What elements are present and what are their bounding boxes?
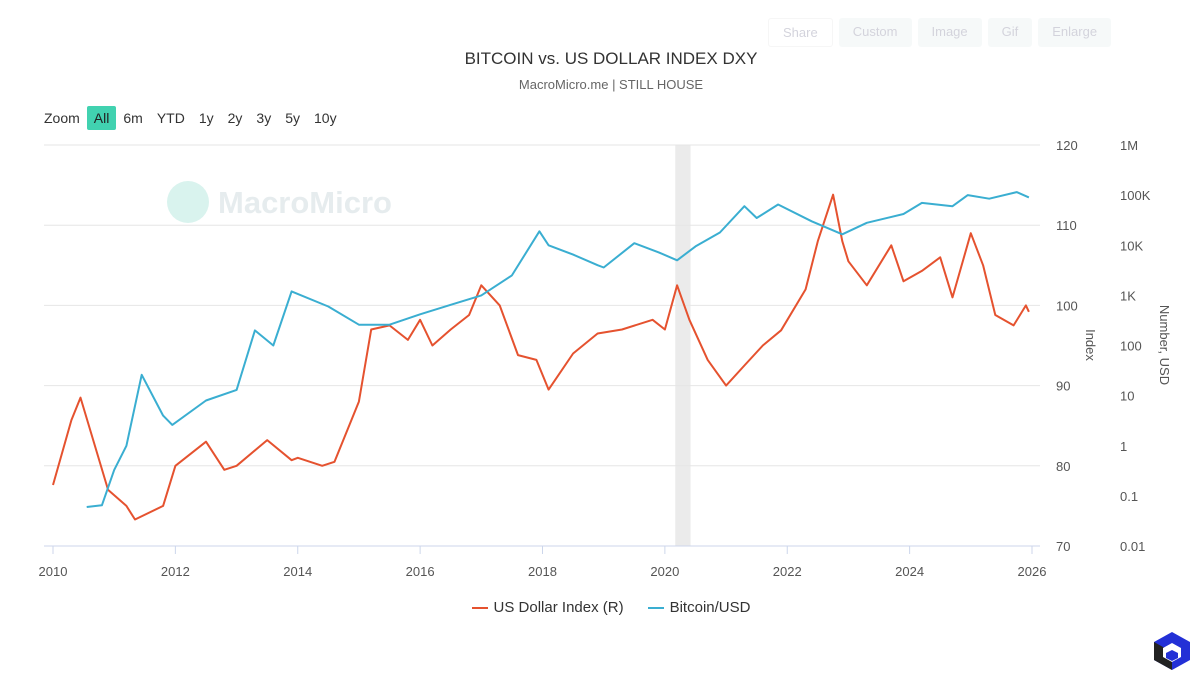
brand-logo-icon [1154,632,1190,670]
x-tick-label: 2018 [528,564,557,579]
legend-item-dxy[interactable]: US Dollar Index (R) [471,599,624,616]
y-left-tick-label: 90 [1056,379,1070,394]
zoom-1y-button[interactable]: 1y [198,110,214,126]
y-right-tick-label: 100K [1120,188,1151,203]
zoom-ytd-button[interactable]: YTD [156,110,185,126]
zoom-10y-button[interactable]: 10y [314,110,337,126]
x-tick-label: 2016 [406,564,435,579]
zoom-5y-button[interactable]: 5y [285,110,300,126]
zoom-6m-button[interactable]: 6m [123,110,143,126]
chart-title: BITCOIN vs. US DOLLAR INDEX DXY [464,49,758,68]
y-right-tick-label: 10 [1120,389,1134,404]
chart-subtitle: MacroMicro.me | STILL HOUSE [518,77,704,92]
x-tick-label: 2024 [895,564,924,579]
series-line-bitcoin [86,191,1030,508]
chart-plot: MacroMicro7080901001101200.010.11101001K… [39,138,1172,579]
watermark-text: MacroMicro [218,185,392,220]
y-left-tick-label: 70 [1056,539,1070,554]
recession-band [675,145,691,546]
chart-toolbar: Share Custom Image Gif Enlarge [768,18,1112,47]
x-tick-label: 2014 [283,564,312,579]
zoom-2y-button[interactable]: 2y [227,110,243,126]
y-right-tick-label: 1K [1120,288,1136,303]
zoom-label: Zoom [44,110,80,126]
y-left-tick-label: 80 [1056,459,1070,474]
y-left-tick-label: 100 [1056,298,1078,313]
y-left-axis-title: Index [1083,329,1098,361]
y-left-tick-label: 120 [1056,138,1078,153]
custom-button[interactable]: Custom [838,18,912,47]
gif-button[interactable]: Gif [987,18,1033,47]
y-right-tick-label: 0.01 [1120,539,1145,554]
legend-label-dxy: US Dollar Index (R) [493,599,624,616]
zoom-all-button[interactable]: All [86,106,117,130]
series-line-dxy [52,193,1030,521]
y-right-axis-title: Number, USD [1157,305,1172,385]
y-right-tick-label: 1M [1120,138,1138,153]
image-button[interactable]: Image [917,18,982,47]
y-right-tick-label: 10K [1120,238,1143,253]
watermark-logo-icon [167,181,209,223]
x-tick-label: 2026 [1018,564,1047,579]
legend-label-btc: Bitcoin/USD [669,599,751,616]
x-tick-label: 2010 [39,564,68,579]
y-left-tick-label: 110 [1056,218,1077,233]
legend: US Dollar Index (R) Bitcoin/USD [0,599,1200,616]
share-button[interactable]: Share [768,18,833,47]
x-tick-label: 2022 [773,564,802,579]
y-right-tick-label: 100 [1120,339,1142,354]
enlarge-button[interactable]: Enlarge [1038,18,1112,47]
zoom-3y-button[interactable]: 3y [256,110,272,126]
y-right-tick-label: 0.1 [1120,489,1138,504]
x-tick-label: 2020 [650,564,679,579]
x-tick-label: 2012 [161,564,190,579]
legend-item-btc[interactable]: Bitcoin/USD [647,599,751,616]
zoom-selector: Zoom All 6m YTD 1y 2y 3y 5y 10y [44,106,344,130]
y-right-tick-label: 1 [1120,439,1127,454]
